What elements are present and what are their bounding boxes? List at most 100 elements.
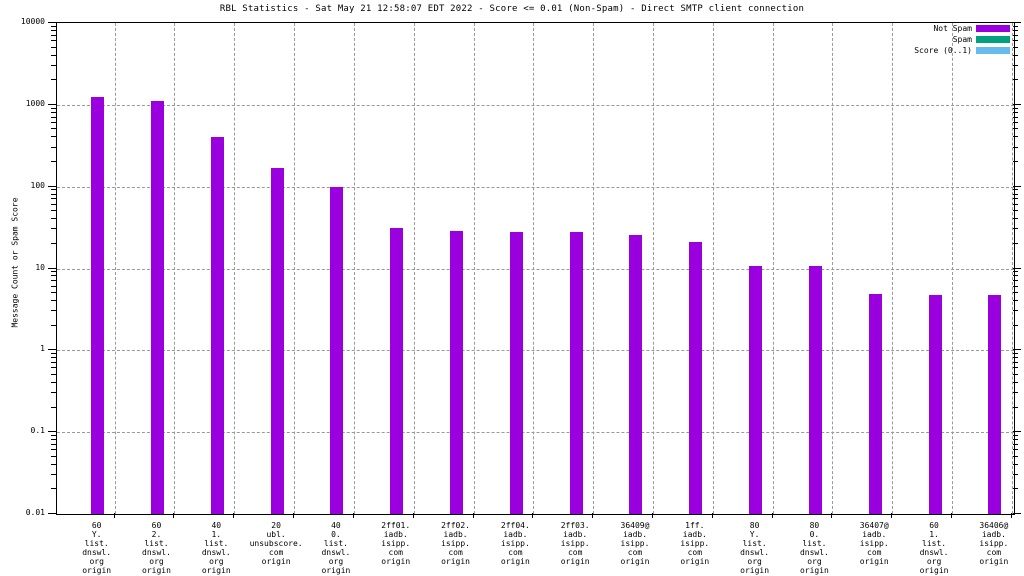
x-tick-label: 40 0. list. dnswl. org origin: [321, 521, 351, 575]
x-tick-label: 2ff04. iadb. isipp. com origin: [500, 521, 530, 566]
bar: [689, 242, 703, 514]
y-tick-minor-right: [1013, 463, 1018, 465]
y-tick-minor: [51, 193, 56, 195]
x-tick-label: 80 0. list. dnswl. org origin: [799, 521, 829, 575]
y-tick-minor: [51, 46, 56, 48]
y-tick-minor: [51, 439, 56, 441]
bar: [988, 294, 1002, 514]
y-tick-label: 10000: [20, 17, 45, 26]
plot-area: [56, 22, 1015, 515]
grid-line-vertical: [772, 23, 774, 514]
grid-line-horizontal: [57, 350, 1014, 352]
y-tick-minor-right: [1013, 275, 1018, 277]
y-tick-minor: [51, 64, 56, 66]
y-tick-minor-right: [1013, 285, 1018, 287]
bar: [390, 228, 404, 514]
y-tick-minor: [51, 218, 56, 220]
y-tick-major: [48, 103, 56, 105]
y-tick-minor-right: [1013, 46, 1018, 48]
y-tick-minor-right: [1013, 136, 1018, 138]
y-tick-minor-right: [1013, 443, 1018, 445]
y-tick-label: 10: [35, 262, 45, 272]
y-tick-minor: [51, 463, 56, 465]
y-tick-minor-right: [1013, 271, 1018, 273]
y-tick-minor: [51, 275, 56, 277]
y-tick-minor: [51, 54, 56, 56]
y-tick-minor: [51, 34, 56, 36]
y-tick-minor: [51, 367, 56, 369]
x-tick-label: 2ff02. iadb. isipp. com origin: [441, 521, 470, 566]
y-tick-major-right: [1013, 267, 1021, 269]
x-tick: [412, 513, 414, 518]
y-tick-minor: [51, 136, 56, 138]
x-tick: [711, 513, 713, 518]
x-tick: [233, 513, 235, 518]
y-tick-minor-right: [1013, 34, 1018, 36]
y-tick-minor: [51, 434, 56, 436]
chart-title: RBL Statistics - Sat May 21 12:58:07 EDT…: [219, 4, 805, 14]
y-tick-major-right: [1013, 349, 1021, 351]
grid-line-vertical: [533, 23, 535, 514]
legend-item: Score (0..1): [914, 46, 1010, 55]
y-tick-minor-right: [1013, 54, 1018, 56]
y-tick-minor: [51, 40, 56, 42]
bar: [270, 167, 284, 514]
y-tick-minor-right: [1013, 373, 1018, 375]
x-tick-label: 1ff. iadb. isipp. com origin: [680, 521, 710, 566]
y-tick-minor-right: [1013, 449, 1018, 451]
y-tick-minor-right: [1013, 381, 1018, 383]
y-tick-minor: [51, 79, 56, 81]
y-tick-minor: [51, 111, 56, 113]
grid-line-vertical: [1011, 23, 1013, 514]
y-tick-minor-right: [1013, 64, 1018, 66]
y-tick-minor: [51, 203, 56, 205]
y-tick-minor: [51, 292, 56, 294]
y-tick-minor-right: [1013, 280, 1018, 282]
x-tick-label: 60 1. list. dnswl. org origin: [919, 521, 949, 575]
y-tick-minor-right: [1013, 488, 1018, 490]
grid-line-vertical: [174, 23, 176, 514]
x-tick: [472, 513, 474, 518]
y-tick-major: [48, 22, 56, 23]
y-tick-minor-right: [1013, 111, 1018, 113]
legend-color-swatch: [976, 47, 1010, 54]
y-tick-minor-right: [1013, 203, 1018, 205]
x-tick: [113, 513, 115, 518]
x-tick: [293, 513, 295, 518]
x-tick-label: 60 2. list. dnswl. org origin: [142, 521, 171, 575]
y-tick-minor: [51, 107, 56, 109]
y-tick-label: 1: [40, 344, 45, 354]
y-tick-major-right: [1013, 513, 1021, 514]
x-tick-label: 20 ubl. unsubscore. com origin: [249, 521, 303, 566]
y-tick-minor-right: [1013, 310, 1018, 312]
y-tick-minor-right: [1013, 189, 1018, 191]
y-tick-label: 100: [30, 180, 45, 190]
y-tick-minor-right: [1013, 357, 1018, 359]
y-tick-minor: [51, 198, 56, 200]
y-tick-major: [48, 349, 56, 351]
y-tick-minor: [51, 116, 56, 118]
grid-line-vertical: [712, 23, 714, 514]
y-tick-major: [48, 267, 56, 269]
y-tick-minor: [51, 455, 56, 457]
y-tick-major-right: [1013, 431, 1021, 433]
y-tick-minor-right: [1013, 228, 1018, 230]
y-tick-minor: [51, 392, 56, 394]
grid-line-vertical: [652, 23, 654, 514]
grid-line-vertical: [473, 23, 475, 514]
y-tick-minor: [51, 25, 56, 27]
y-tick-minor-right: [1013, 128, 1018, 130]
x-tick: [651, 513, 653, 518]
grid-line-vertical: [952, 23, 954, 514]
x-tick-label: 2ff03. iadb. isipp. com origin: [560, 521, 590, 566]
y-tick-minor-right: [1013, 455, 1018, 457]
legend-color-swatch: [976, 25, 1010, 32]
y-tick-minor: [51, 242, 56, 244]
y-tick-minor: [51, 29, 56, 31]
x-tick-label: 40 1. list. dnswl. org origin: [201, 521, 231, 575]
y-tick-label: 1000: [25, 98, 45, 108]
grid-line-vertical: [832, 23, 834, 514]
y-tick-minor: [51, 146, 56, 148]
y-tick-minor-right: [1013, 292, 1018, 294]
grid-line-vertical: [294, 23, 296, 514]
